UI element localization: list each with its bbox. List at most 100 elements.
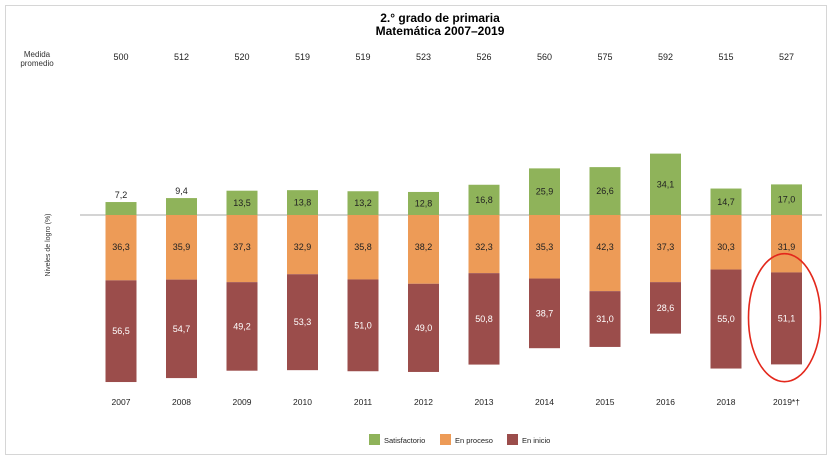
avg-label-line2: promedio bbox=[20, 59, 54, 68]
bar-satisfactorio-2010 bbox=[287, 190, 318, 215]
label-en-proceso-2015: 42,3 bbox=[596, 242, 614, 252]
bars-group: 500 7,2 36,3 56,5 2007 512 9,4 35,9 54,7 2008 520 1… bbox=[80, 52, 822, 407]
label-satisfactorio-2019: 17,0 bbox=[778, 195, 796, 205]
year-label-2018: 2018 bbox=[717, 397, 736, 407]
label-en-inicio-2010: 53,3 bbox=[294, 317, 312, 327]
legend-label-en-inicio: En inicio bbox=[522, 436, 550, 445]
label-en-inicio-2016: 28,6 bbox=[657, 303, 675, 313]
bar-satisfactorio-2008 bbox=[166, 198, 197, 215]
bar-en-inicio-2008 bbox=[166, 279, 197, 379]
average-value-2014: 560 bbox=[537, 52, 552, 62]
y-axis-label: Niveles de logro (%) bbox=[45, 213, 52, 276]
bar-satisfactorio-2014 bbox=[529, 168, 560, 215]
bar-en-inicio-2016 bbox=[650, 282, 681, 334]
year-label-2008: 2008 bbox=[172, 397, 191, 407]
bar-satisfactorio-2011 bbox=[347, 191, 379, 215]
label-en-inicio-2018: 55,0 bbox=[717, 314, 735, 324]
legend-label-en-proceso: En proceso bbox=[455, 436, 493, 445]
bar-en-inicio-2018 bbox=[710, 269, 742, 369]
bar-en-inicio-2013 bbox=[468, 273, 500, 365]
chart-title-line2: Matemática 2007–2019 bbox=[376, 24, 505, 38]
bar-en-proceso-2014 bbox=[529, 215, 560, 279]
year-label-2010: 2010 bbox=[293, 397, 312, 407]
label-en-proceso-2011: 35,8 bbox=[354, 242, 372, 252]
label-satisfactorio-2010: 13,8 bbox=[294, 198, 312, 208]
average-value-2012: 523 bbox=[416, 52, 431, 62]
label-en-inicio-2007: 56,5 bbox=[112, 326, 130, 336]
average-value-2016: 592 bbox=[658, 52, 673, 62]
label-satisfactorio-2008: 9,4 bbox=[175, 186, 188, 196]
avg-label-line1: Medida bbox=[24, 50, 51, 59]
bar-en-proceso-2009 bbox=[226, 215, 258, 283]
bar-en-inicio-2014 bbox=[529, 278, 560, 349]
label-en-inicio-2013: 50,8 bbox=[475, 314, 493, 324]
bar-satisfactorio-2015 bbox=[589, 167, 621, 215]
year-label-2007: 2007 bbox=[112, 397, 131, 407]
bar-en-inicio-2011 bbox=[347, 279, 379, 372]
bar-satisfactorio-2016 bbox=[650, 153, 681, 215]
average-value-2018: 515 bbox=[718, 52, 733, 62]
average-value-2013: 526 bbox=[476, 52, 491, 62]
label-en-inicio-2009: 49,2 bbox=[233, 321, 251, 331]
bar-en-proceso-2019 bbox=[771, 215, 802, 273]
bar-en-proceso-2010 bbox=[287, 215, 318, 275]
year-label-2016: 2016 bbox=[656, 397, 675, 407]
bar-en-inicio-2015 bbox=[589, 291, 621, 347]
label-en-inicio-2008: 54,7 bbox=[173, 324, 191, 334]
legend-label-satisfactorio: Satisfactorio bbox=[384, 436, 425, 445]
bar-satisfactorio-2009 bbox=[226, 190, 258, 215]
legend-swatch-en-proceso bbox=[440, 434, 451, 445]
label-en-proceso-2016: 37,3 bbox=[657, 242, 675, 252]
label-satisfactorio-2011: 13,2 bbox=[354, 198, 372, 208]
label-satisfactorio-2012: 12,8 bbox=[415, 198, 433, 208]
average-value-2015: 575 bbox=[597, 52, 612, 62]
legend-swatch-satisfactorio bbox=[369, 434, 380, 445]
bar-satisfactorio-2018 bbox=[710, 188, 742, 215]
label-satisfactorio-2007: 7,2 bbox=[115, 190, 128, 200]
label-en-proceso-2019: 31,9 bbox=[778, 242, 796, 252]
label-satisfactorio-2014: 25,9 bbox=[536, 187, 554, 197]
label-en-proceso-2018: 30,3 bbox=[717, 242, 735, 252]
year-label-2013: 2013 bbox=[475, 397, 494, 407]
average-value-2009: 520 bbox=[234, 52, 249, 62]
bar-satisfactorio-2007 bbox=[105, 202, 137, 215]
legend-swatch-en-inicio bbox=[507, 434, 518, 445]
label-en-inicio-2012: 49,0 bbox=[415, 323, 433, 333]
year-label-2011: 2011 bbox=[354, 397, 373, 407]
label-en-proceso-2014: 35,3 bbox=[536, 242, 554, 252]
label-en-proceso-2008: 35,9 bbox=[173, 242, 191, 252]
chart-title-line1: 2.° grado de primaria bbox=[380, 11, 500, 25]
label-satisfactorio-2015: 26,6 bbox=[596, 186, 614, 196]
year-label-2012: 2012 bbox=[414, 397, 433, 407]
year-label-2015: 2015 bbox=[596, 397, 615, 407]
label-en-inicio-2011: 51,0 bbox=[354, 320, 372, 330]
label-en-proceso-2010: 32,9 bbox=[294, 242, 312, 252]
bar-en-inicio-2009 bbox=[226, 282, 258, 371]
year-label-2009: 2009 bbox=[233, 397, 252, 407]
bar-en-proceso-2011 bbox=[347, 215, 379, 280]
bar-en-proceso-2008 bbox=[166, 215, 197, 280]
bar-en-proceso-2012 bbox=[408, 215, 439, 284]
bar-satisfactorio-2019 bbox=[771, 184, 802, 215]
bar-en-inicio-2010 bbox=[287, 274, 318, 371]
bar-en-proceso-2007 bbox=[105, 215, 137, 281]
label-satisfactorio-2009: 13,5 bbox=[233, 198, 251, 208]
year-label-2014: 2014 bbox=[535, 397, 554, 407]
highlight-ellipse bbox=[747, 252, 822, 383]
bar-en-inicio-2019 bbox=[771, 272, 802, 365]
average-value-2008: 512 bbox=[174, 52, 189, 62]
label-satisfactorio-2016: 34,1 bbox=[657, 179, 675, 189]
label-en-proceso-2007: 36,3 bbox=[112, 242, 130, 252]
bar-satisfactorio-2013 bbox=[468, 184, 500, 215]
average-value-2010: 519 bbox=[295, 52, 310, 62]
label-en-proceso-2012: 38,2 bbox=[415, 242, 433, 252]
average-value-2011: 519 bbox=[355, 52, 370, 62]
label-en-proceso-2009: 37,3 bbox=[233, 242, 251, 252]
bar-en-inicio-2012 bbox=[408, 283, 439, 372]
bar-en-proceso-2015 bbox=[589, 215, 621, 292]
bar-satisfactorio-2012 bbox=[408, 191, 439, 215]
label-satisfactorio-2018: 14,7 bbox=[717, 197, 735, 207]
legend: Satisfactorio En proceso En inicio bbox=[369, 434, 550, 445]
average-value-2019: 527 bbox=[779, 52, 794, 62]
